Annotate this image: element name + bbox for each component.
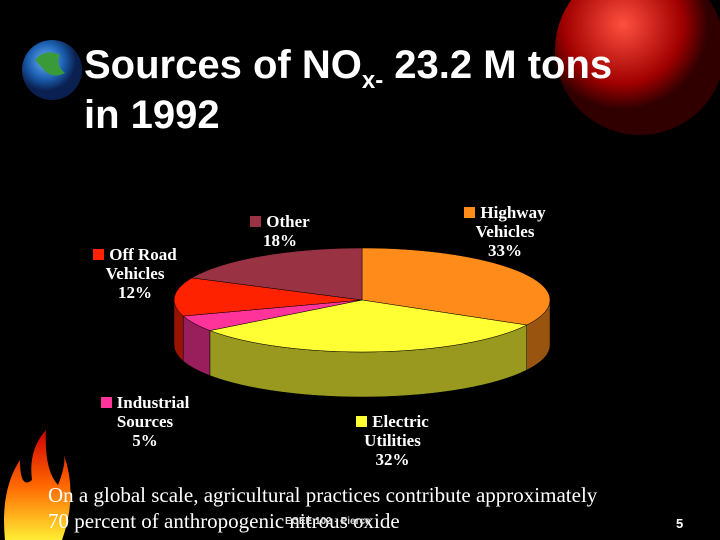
- pie-label: Off Road Vehicles 12%: [85, 245, 185, 302]
- legend-swatch: [93, 249, 105, 260]
- category-label: Highway Vehicles: [475, 203, 546, 241]
- pie-label: Other 18%: [230, 212, 330, 250]
- page-number: 5: [676, 516, 684, 531]
- globe-land: [35, 52, 65, 76]
- pie-slice: [173, 277, 363, 317]
- category-label: Electric Utilities: [364, 412, 429, 450]
- legend-swatch: [100, 397, 112, 408]
- legend-swatch: [464, 207, 476, 218]
- value-label: 32%: [375, 450, 410, 469]
- footer: ECEE 102 - Pierce: [285, 516, 371, 527]
- title-text: 23.2 M tons in 1992: [84, 43, 613, 137]
- category-label: Industrial Sources: [116, 393, 190, 431]
- pie-slice: [361, 247, 551, 326]
- legend-swatch: [250, 216, 262, 227]
- category-label: Other: [266, 212, 310, 231]
- decor-sphere: [555, 0, 720, 135]
- pie-label: Highway Vehicles 33%: [450, 203, 560, 260]
- category-label: Off Road Vehicles: [105, 245, 177, 283]
- value-label: 5%: [132, 431, 158, 450]
- pie-label: Electric Utilities 32%: [340, 412, 445, 469]
- value-label: 33%: [488, 241, 522, 260]
- pie-label: Industrial Sources 5%: [100, 393, 190, 450]
- value-label: 12%: [118, 283, 152, 302]
- legend-swatch: [356, 416, 368, 427]
- pie-slice: [209, 299, 528, 353]
- flame-icon: [4, 430, 71, 540]
- slide-title: Sources of NOx- 23.2 M tons in 1992: [84, 40, 644, 140]
- title-text: Sources of NO: [84, 43, 362, 87]
- pie-slice: [191, 247, 363, 301]
- value-label: 18%: [263, 231, 297, 250]
- title-subscript: x-: [361, 67, 384, 94]
- pie: [173, 247, 551, 398]
- note-text: On a global scale, agricultural practice…: [48, 483, 598, 533]
